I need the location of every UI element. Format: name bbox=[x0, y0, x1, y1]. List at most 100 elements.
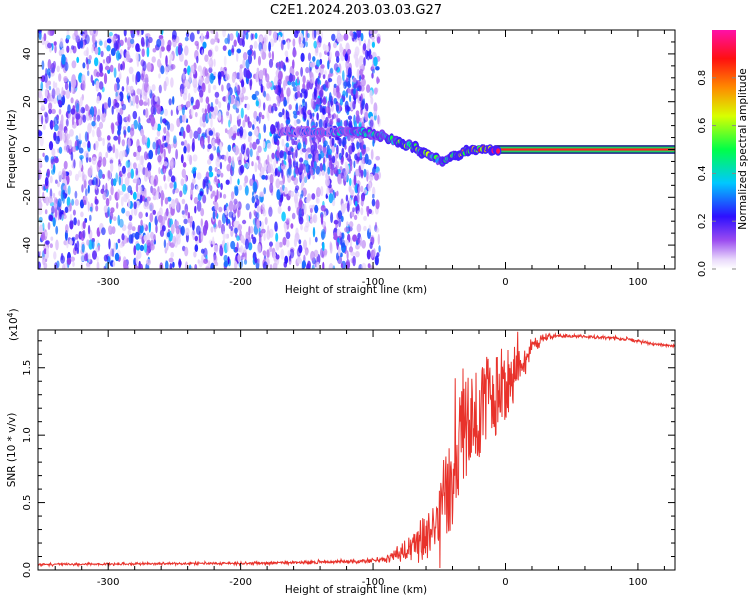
spectrogram-noise-speckle bbox=[352, 100, 356, 110]
spectrogram-noise-speckle bbox=[112, 261, 116, 267]
spectrogram-noise-speckle bbox=[79, 96, 83, 107]
spectrogram-noise-speckle bbox=[280, 248, 285, 260]
spectrogram-noise-speckle bbox=[151, 93, 155, 98]
spectrogram-noise-speckle bbox=[113, 135, 119, 141]
spectrogram-noise-speckle bbox=[248, 225, 251, 237]
spectrogram-noise-speckle bbox=[336, 228, 341, 238]
spectrogram-noise-speckle bbox=[80, 211, 84, 218]
spectrogram-noise-speckle bbox=[357, 79, 361, 86]
spectrogram-noise-speckle bbox=[127, 172, 132, 179]
spectrogram-noise-speckle bbox=[64, 206, 69, 213]
spectrogram-noise-speckle bbox=[282, 174, 286, 185]
spectrogram-noise-speckle bbox=[184, 36, 189, 42]
spectrogram-noise-speckle bbox=[236, 48, 242, 54]
spectrogram-noise-speckle bbox=[315, 152, 318, 159]
spectrogram-noise-speckle bbox=[103, 265, 106, 269]
spectrogram-noise-speckle bbox=[127, 125, 131, 133]
spectrogram-noise-speckle bbox=[276, 61, 281, 68]
spectrogram-noise-speckle bbox=[150, 105, 156, 115]
spectrogram-noise-speckle bbox=[110, 162, 114, 173]
spectrogram-noise-speckle bbox=[38, 197, 42, 203]
spectrogram-noise-speckle bbox=[351, 142, 355, 153]
spectrogram-noise-speckle bbox=[298, 239, 302, 245]
spectrogram-noise-speckle bbox=[157, 214, 163, 223]
spectrogram-noise-speckle bbox=[266, 249, 270, 258]
spectrogram-noise-speckle bbox=[182, 113, 185, 123]
spectrogram-noise-speckle bbox=[320, 229, 326, 239]
spectrogram-noise-speckle bbox=[287, 250, 291, 257]
spectrogram-noise-speckle bbox=[87, 201, 90, 212]
spectrogram-noise-speckle bbox=[256, 205, 261, 213]
spectrogram-noise-speckle bbox=[278, 241, 283, 248]
spectrogram-noise-speckle bbox=[240, 107, 244, 119]
spectrogram-noise-speckle bbox=[116, 201, 119, 209]
spectrogram-noise-speckle bbox=[263, 90, 267, 98]
spectrogram-noise-speckle bbox=[260, 83, 263, 94]
spectrogram-noise-speckle bbox=[125, 50, 130, 60]
spectrogram-noise-speckle bbox=[38, 169, 42, 180]
spectrogram-noise-speckle bbox=[252, 124, 255, 130]
snr-ticks bbox=[38, 330, 675, 571]
spectrogram-noise-speckle bbox=[115, 50, 121, 61]
spectrogram-noise-speckle bbox=[246, 103, 251, 111]
spectrogram-noise-speckle bbox=[373, 110, 378, 116]
spectrogram-noise-speckle bbox=[374, 255, 379, 266]
spectrogram-noise-speckle bbox=[330, 212, 334, 224]
spectrogram-noise-speckle bbox=[117, 188, 121, 201]
spectrogram-noise-speckle bbox=[302, 98, 305, 108]
spectrogram-noise-speckle bbox=[332, 265, 336, 269]
spectrogram-noise-speckle bbox=[246, 69, 251, 79]
spectrogram-noise-speckle bbox=[244, 114, 248, 123]
colorbar-ticks: 0.0 0.2 0.4 0.6 0.8 bbox=[697, 70, 736, 277]
spectrogram-noise-speckle bbox=[204, 54, 209, 62]
spectrogram-noise-speckle bbox=[337, 246, 341, 257]
snr-x-tick-labels: -300 -200 -100 0 100 bbox=[97, 577, 648, 588]
spectrogram-noise-speckle bbox=[163, 148, 166, 159]
spectrogram-noise-speckle bbox=[96, 129, 102, 139]
spectrogram-noise-speckle bbox=[135, 243, 141, 251]
spectrogram-noise-speckle bbox=[75, 135, 79, 141]
spectrogram-noise-speckle bbox=[358, 186, 361, 194]
spectrogram-noise-speckle bbox=[204, 77, 210, 85]
spectrogram-noise-speckle bbox=[186, 124, 191, 133]
spectrogram-noise-speckle bbox=[164, 247, 168, 254]
spectrogram-noise-speckle bbox=[374, 173, 379, 181]
spectrogram-noise-speckle bbox=[102, 191, 107, 201]
spectrogram-noise-speckle bbox=[263, 34, 269, 45]
spectrogram-noise-speckle bbox=[196, 30, 200, 35]
spectrogram-noise-speckle bbox=[336, 118, 341, 123]
spectrogram-noise-speckle bbox=[135, 74, 138, 86]
spectrogram-noise-speckle bbox=[200, 208, 205, 217]
spectrogram-noise-speckle bbox=[299, 194, 303, 199]
spectrogram-noise-speckle bbox=[113, 178, 117, 187]
spectrogram-noise-speckle bbox=[163, 239, 167, 249]
spectrogram-noise-speckle bbox=[110, 48, 116, 56]
spectrogram-noise-speckle bbox=[293, 176, 299, 186]
spectrogram-noise-speckle bbox=[336, 56, 340, 63]
spectrogram-noise-speckle bbox=[97, 244, 100, 251]
spectrogram-noise-speckle bbox=[242, 119, 246, 128]
spectrogram-noise-speckle bbox=[38, 31, 42, 41]
spectrogram-noise-speckle bbox=[159, 37, 165, 48]
spectrogram-noise-speckle bbox=[189, 221, 193, 228]
spectrogram-noise-speckle bbox=[354, 168, 360, 177]
spectrogram-noise-speckle bbox=[312, 213, 318, 224]
spectrogram-noise-speckle bbox=[324, 44, 330, 53]
spectrogram-noise-speckle bbox=[331, 137, 335, 146]
spectrogram-noise-speckle bbox=[165, 135, 170, 145]
colorbar: 0.0 0.2 0.4 0.6 0.8 Normalized spectral ampl… bbox=[697, 30, 749, 277]
spectrogram-noise-speckle bbox=[275, 241, 280, 251]
spectrogram-noise-speckle bbox=[182, 71, 186, 80]
spectrogram-noise-speckle bbox=[256, 67, 260, 73]
spectrogram-noise-speckle bbox=[282, 184, 285, 191]
spectrogram-noise-speckle bbox=[184, 79, 189, 87]
spectrogram-noise-speckle bbox=[75, 35, 80, 44]
spectrogram-noise-speckle bbox=[69, 129, 74, 137]
spectrogram-noise-speckle bbox=[48, 102, 53, 111]
spectrogram-noise-speckle bbox=[135, 52, 139, 61]
spectrogram-noise-speckle bbox=[101, 103, 105, 114]
spectrogram-noise-speckle bbox=[361, 239, 367, 249]
spectrogram-noise-speckle bbox=[75, 233, 79, 240]
spectrogram-noise-speckle bbox=[344, 161, 348, 170]
spectrogram-noise-speckle bbox=[340, 203, 346, 214]
